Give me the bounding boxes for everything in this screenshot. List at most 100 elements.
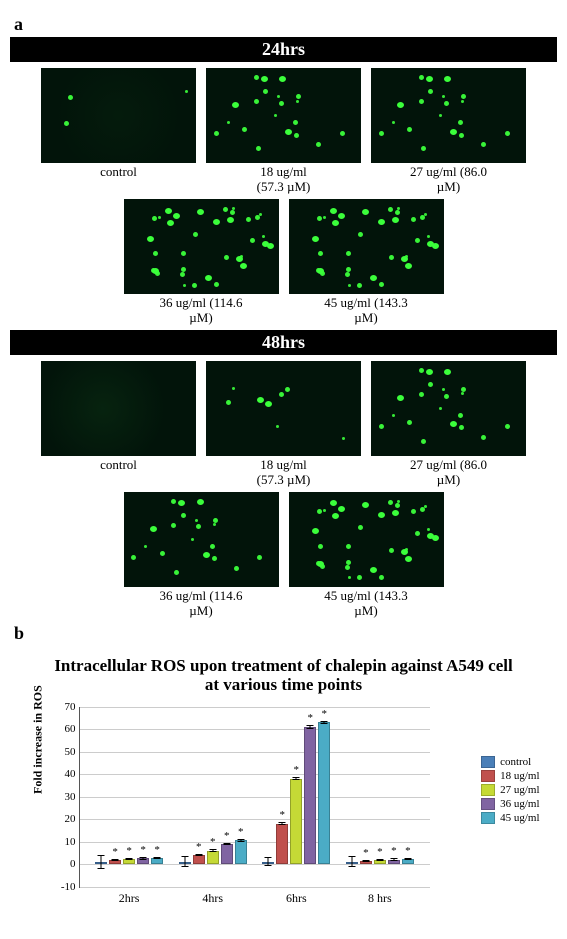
y-tick: 0 [70,858,80,870]
micrograph-row: control 18 ug/ml(57.3 µM) 27 ug/ml (86.0µM… [10,68,557,195]
micrograph-caption: control [100,165,137,180]
significance-marker: * [210,836,216,848]
panel-a-label: a [14,14,557,35]
section-header: 24hrs [10,37,557,62]
y-tick: 50 [65,746,80,758]
micrograph-image [41,68,196,163]
error-bar [157,857,158,859]
legend-label: 18 ug/ml [500,770,539,782]
error-bar [226,843,227,845]
legend-item: 36 ug/ml [481,798,539,810]
error-bar [351,856,352,867]
section-header: 48hrs [10,330,557,355]
micrograph-image [124,492,279,587]
micrograph-image [371,361,526,456]
legend-swatch [481,798,495,810]
y-tick: 60 [65,723,80,735]
significance-marker: * [294,764,300,776]
y-tick: -10 [61,881,80,893]
x-tick: 6hrs [286,887,307,906]
legend-item: 27 ug/ml [481,784,539,796]
micrograph-cell: control [41,68,196,195]
bar [221,844,233,864]
significance-marker: * [363,847,369,859]
error-bar [212,849,213,851]
error-bar [379,859,380,861]
error-bar [101,855,102,869]
significance-marker: * [238,826,244,838]
legend-item: control [481,756,539,768]
error-bar [240,839,241,841]
y-tick: 30 [65,791,80,803]
micrograph-row: 36 ug/ml (114.6µM) 45 ug/ml (143.3µM) [10,492,557,619]
micrograph-image [41,361,196,456]
micrograph-image [124,199,279,294]
legend-label: 45 ug/ml [500,812,539,824]
chart-title: Intracellular ROS upon treatment of chal… [50,656,517,695]
error-bar [393,858,394,860]
panel-b-label: b [14,623,557,644]
legend-label: 36 ug/ml [500,798,539,810]
panel-a: 24hrs control 18 ug/ml(57.3 µM) 27 ug/ml (8… [10,37,557,619]
significance-marker: * [140,844,146,856]
significance-marker: * [391,845,397,857]
error-bar [143,857,144,859]
bar-chart: Fold increase in ROS -100102030405060702… [24,699,544,929]
legend-swatch [481,770,495,782]
legend-label: control [500,756,531,768]
legend-swatch [481,756,495,768]
bar [290,779,302,865]
micrograph-caption: 36 ug/ml (114.6µM) [160,589,243,619]
bar [304,727,316,864]
significance-marker: * [405,845,411,857]
micrograph-cell: 18 ug/ml(57.3 µM) [206,68,361,195]
significance-marker: * [196,841,202,853]
micrograph-cell: control [41,361,196,488]
micrograph-caption: 45 ug/ml (143.3µM) [324,589,407,619]
micrograph-caption: control [100,458,137,473]
legend-swatch [481,812,495,824]
error-bar [296,777,297,781]
micrograph-image [289,492,444,587]
micrograph-caption: 45 ug/ml (143.3µM) [324,296,407,326]
error-bar [282,822,283,824]
micrograph-caption: 27 ug/ml (86.0µM) [410,458,487,488]
micrograph-image [371,68,526,163]
significance-marker: * [280,809,286,821]
micrograph-cell: 45 ug/ml (143.3µM) [289,199,444,326]
micrograph-caption: 18 ug/ml(57.3 µM) [257,458,311,488]
micrograph-image [289,199,444,294]
error-bar [129,858,130,860]
micrograph-cell: 36 ug/ml (114.6µM) [124,492,279,619]
legend-swatch [481,784,495,796]
micrograph-cell: 27 ug/ml (86.0µM) [371,361,526,488]
error-bar [184,856,185,867]
x-tick: 4hrs [202,887,223,906]
micrograph-caption: 18 ug/ml(57.3 µM) [257,165,311,195]
significance-marker: * [154,844,160,856]
micrograph-image [206,68,361,163]
micrograph-cell: 45 ug/ml (143.3µM) [289,492,444,619]
micrograph-cell: 36 ug/ml (114.6µM) [124,199,279,326]
error-bar [115,859,116,861]
micrograph-image [206,361,361,456]
x-tick: 8 hrs [368,887,392,906]
micrograph-cell: 18 ug/ml(57.3 µM) [206,361,361,488]
x-tick: 2hrs [119,887,140,906]
micrograph-caption: 27 ug/ml (86.0µM) [410,165,487,195]
legend-item: 45 ug/ml [481,812,539,824]
error-bar [324,721,325,725]
y-tick: 20 [65,813,80,825]
y-axis-label: Fold increase in ROS [30,685,45,794]
significance-marker: * [224,830,230,842]
legend-label: 27 ug/ml [500,784,539,796]
micrograph-row: control 18 ug/ml(57.3 µM) 27 ug/ml (86.0µM… [10,361,557,488]
error-bar [365,860,366,862]
legend: control 18 ug/ml 27 ug/ml 36 ug/ml 45 ug/ml [481,754,539,826]
bar [207,851,219,865]
y-tick: 70 [65,701,80,713]
error-bar [268,857,269,866]
significance-marker: * [112,846,118,858]
bar [235,840,247,864]
panel-b: Intracellular ROS upon treatment of chal… [10,656,557,929]
